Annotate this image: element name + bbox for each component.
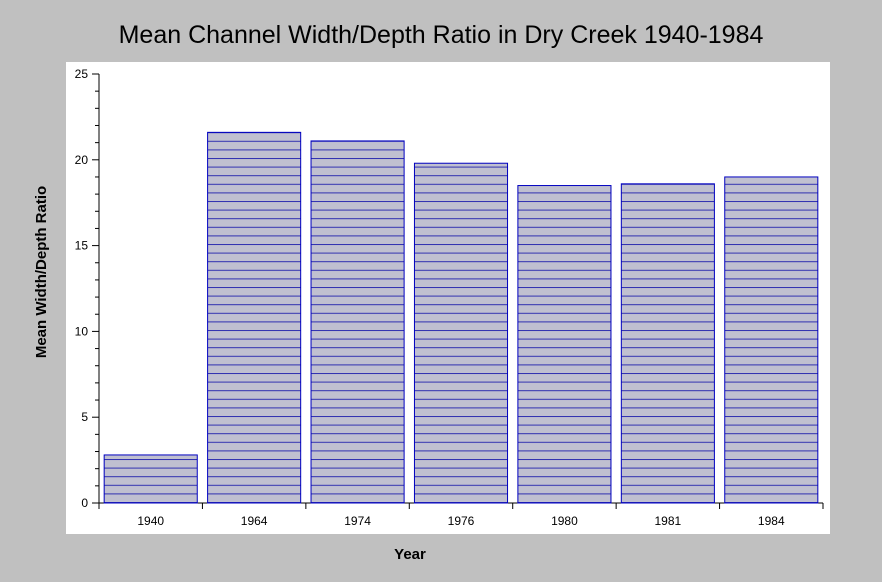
y-tick-label: 20 bbox=[75, 153, 89, 167]
y-tick-label: 5 bbox=[81, 410, 88, 424]
bar-1984 bbox=[724, 176, 819, 504]
x-tick-label: 1976 bbox=[448, 514, 475, 528]
bars bbox=[103, 131, 819, 504]
x-tick-label: 1964 bbox=[241, 514, 268, 528]
bar-1976 bbox=[413, 162, 509, 504]
bar-1940 bbox=[103, 454, 198, 504]
bar-1964 bbox=[207, 131, 302, 504]
y-tick-label: 15 bbox=[75, 239, 89, 253]
x-axis-ticks: 1940 1964 1974 1976 1980 1981 1984 bbox=[98, 503, 824, 528]
x-tick-label: 1974 bbox=[344, 514, 371, 528]
bar-1981 bbox=[620, 183, 715, 504]
y-tick-label: 25 bbox=[75, 67, 89, 81]
bar-1974 bbox=[310, 140, 405, 504]
x-tick-label: 1980 bbox=[551, 514, 578, 528]
y-axis-ticks: 0 5 10 15 20 25 bbox=[75, 67, 99, 510]
y-tick-label: 10 bbox=[75, 324, 89, 338]
x-tick-label: 1984 bbox=[758, 514, 785, 528]
chart-title: Mean Channel Width/Depth Ratio in Dry Cr… bbox=[119, 21, 764, 49]
y-axis-label: Mean Width/Depth Ratio bbox=[33, 186, 50, 358]
y-tick-label: 0 bbox=[81, 496, 88, 510]
bar-1980 bbox=[517, 185, 612, 504]
x-axis-label: Year bbox=[394, 546, 426, 563]
x-tick-label: 1981 bbox=[655, 514, 682, 528]
x-tick-label: 1940 bbox=[137, 514, 164, 528]
